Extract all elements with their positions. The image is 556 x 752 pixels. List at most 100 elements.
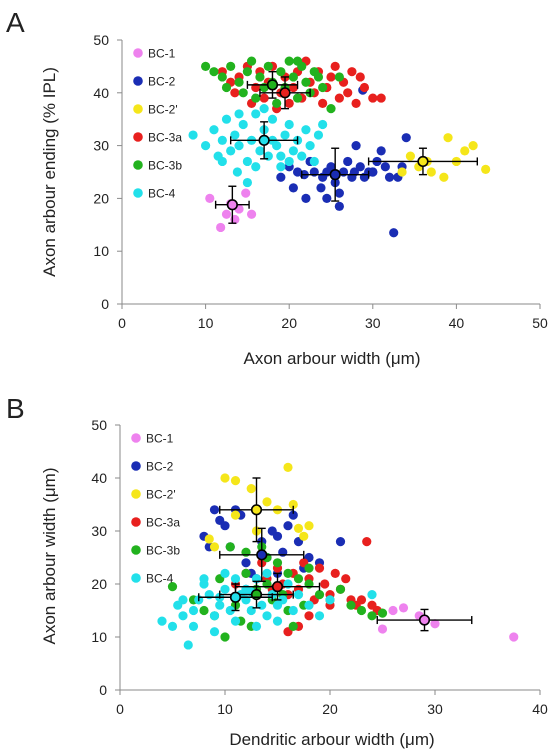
chart-b-point-bc-4	[215, 600, 225, 610]
chart-a-point-bc-4	[276, 162, 286, 172]
chart-b-point-bc-4	[288, 605, 298, 616]
chart-b-point-bc-1	[509, 632, 519, 642]
chart-a-point-bc-2	[384, 172, 395, 182]
chart-b-point-bc-2	[220, 473, 230, 483]
chart-b-point-bc-3b	[314, 590, 325, 600]
chart-a-point-bc-2	[355, 162, 365, 172]
chart-a-point-bc-3a	[318, 98, 328, 108]
chart-a-point-bc-3b	[242, 67, 252, 77]
chart-a-point-bc-4	[267, 114, 278, 124]
chart-b-point-bc-4	[230, 574, 241, 584]
chart-b-y-tick-label: 30	[91, 523, 107, 539]
chart-a-point-bc-2	[481, 164, 491, 174]
chart-b-point-bc-4	[367, 590, 377, 600]
chart-a-point-bc-4	[313, 130, 324, 140]
chart-a-point-bc-4	[226, 146, 236, 156]
chart-b-point-bc-3a	[341, 574, 351, 584]
chart-b-point-bc-4	[325, 595, 335, 605]
chart-b-legend-label-bc-3b: BC-3b	[146, 544, 180, 558]
chart-b-point-bc-3b	[199, 605, 209, 616]
chart-b-legend-label-bc-1: BC-1	[146, 432, 174, 446]
chart-a-legend-marker-bc-3a	[133, 132, 143, 142]
chart-a-x-tick-label: 10	[198, 315, 214, 331]
panel-label-b: B	[6, 393, 25, 424]
chart-b-legend-label-bc-2: BC-2'	[146, 488, 176, 502]
chart-b-point-bc-2	[288, 510, 298, 520]
chart-a-point-bc-2	[334, 188, 344, 198]
chart-b-mean-bc-2	[250, 504, 263, 516]
chart-b-x-tick-label: 0	[116, 701, 124, 717]
chart-b-point-bc-3b	[288, 621, 298, 632]
chart-b-point-bc-4	[209, 611, 220, 621]
chart-b-point-bc-2	[209, 542, 220, 552]
chart-b-point-bc-2	[283, 521, 293, 531]
chart-a-point-bc-2	[322, 193, 332, 203]
chart-a-y-tick-label: 30	[93, 138, 109, 154]
chart-b-point-bc-2	[299, 531, 309, 541]
chart-b-point-bc-3a	[362, 537, 372, 547]
chart-a-point-bc-3b	[334, 72, 344, 82]
chart-a-point-bc-2	[288, 183, 298, 193]
chart-a-point-bc-3a	[347, 67, 357, 77]
chart-a-legend-marker-bc-2	[133, 76, 143, 86]
chart-a-point-bc-4	[217, 156, 227, 167]
chart-a-point-bc-2	[368, 167, 378, 177]
chart-a-point-bc-3b	[313, 72, 324, 82]
chart-a-point-bc-4	[259, 104, 269, 114]
chart-b-legend-marker-bc-3b	[131, 545, 141, 555]
panel-label-a: A	[6, 7, 25, 38]
chart-a-y-tick-label: 40	[93, 85, 109, 101]
chart-b-legend-marker-bc-2	[131, 461, 141, 471]
chart-b-point-bc-2	[246, 484, 256, 494]
chart-b-point-bc-4	[272, 600, 283, 610]
chart-a-point-bc-3b	[276, 67, 286, 77]
chart-b-y-tick-label: 50	[91, 417, 107, 433]
chart-b-point-bc-4	[157, 616, 167, 626]
chart-b-point-bc-2	[304, 521, 314, 531]
chart-b-point-bc-3b	[283, 568, 293, 579]
chart-a-point-bc-2	[468, 141, 478, 151]
chart-a-point-bc-4	[284, 156, 294, 167]
chart-b-point-bc-2	[230, 476, 241, 486]
chart-a-y-tick-label: 20	[93, 190, 109, 206]
chart-b-point-bc-3b	[304, 563, 314, 573]
chart-a-point-bc-4	[238, 119, 248, 130]
chart-b-point-bc-2	[272, 531, 283, 541]
chart-b-legend-marker-bc-3a	[131, 517, 141, 527]
chart-b-point-bc-2	[241, 558, 251, 568]
chart-a-point-bc-2	[343, 156, 353, 167]
chart-b-point-bc-3b	[377, 608, 388, 618]
chart-b-point-bc-4	[225, 605, 235, 616]
chart-a-mean-bc-3a	[279, 87, 291, 99]
chart-a-mean-bc-1	[226, 199, 238, 211]
chart-b-point-bc-2	[220, 521, 230, 531]
chart-a-point-bc-2	[401, 133, 411, 143]
chart-b-point-bc-3a	[356, 595, 367, 605]
chart-b-legend-marker-bc-1	[131, 433, 141, 443]
chart-a-point-bc-2	[334, 201, 344, 211]
chart-a-xlabel: Axon arbour width (μm)	[243, 349, 420, 368]
chart-a-point-bc-4	[188, 130, 198, 140]
chart-b-point-bc-4	[262, 568, 272, 579]
chart-b-point-bc-3b	[335, 584, 346, 594]
chart-b-point-bc-4	[220, 584, 230, 594]
chart-b-point-bc-3b	[167, 582, 178, 592]
chart-a-point-bc-2	[326, 162, 336, 172]
chart-a-x-tick-label: 40	[449, 315, 465, 331]
chart-a-legend-marker-bc-2	[133, 104, 143, 114]
chart-b-point-bc-2	[262, 497, 272, 507]
chart-a-ylabel: Axon arbour ending (% IPL)	[40, 67, 59, 277]
chart-a-point-bc-2	[405, 151, 416, 161]
chart-a-point-bc-2	[443, 133, 453, 143]
chart-a-point-bc-4	[251, 162, 261, 172]
chart-b-x-tick-label: 10	[217, 701, 233, 717]
chart-a-y-tick-label: 0	[101, 296, 109, 312]
chart-b-point-bc-3b	[346, 600, 356, 610]
chart-a-point-bc-3b	[292, 93, 303, 103]
chart-a-point-bc-4	[201, 141, 211, 151]
chart-a-point-bc-2	[397, 167, 407, 177]
chart-a-point-bc-3b	[209, 67, 219, 77]
chart-a-point-bc-3b	[234, 77, 244, 87]
chart-a-point-bc-3b	[221, 82, 232, 93]
chart-b-point-bc-4	[167, 621, 178, 632]
